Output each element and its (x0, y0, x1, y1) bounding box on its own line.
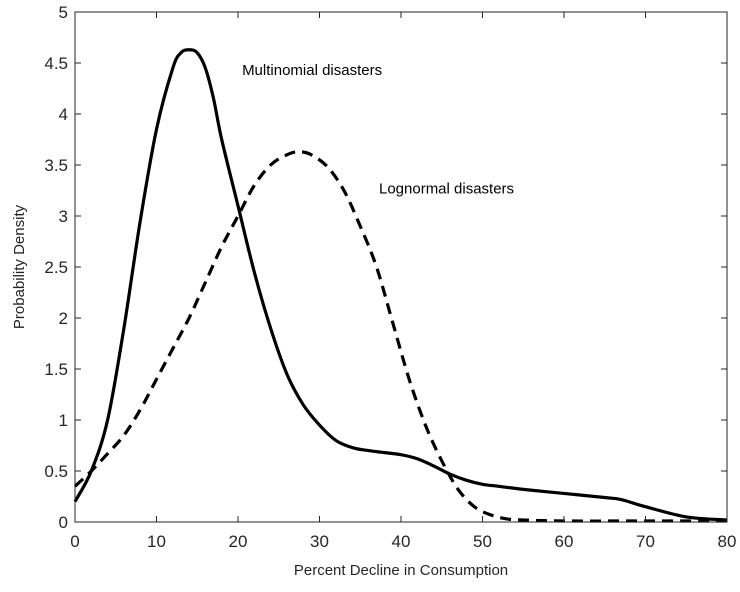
x-tick-label: 10 (147, 532, 166, 551)
series-line-multinomial-disasters (73, 48, 728, 522)
x-tick-label: 60 (555, 532, 574, 551)
y-tick-label: 0.5 (44, 462, 68, 481)
y-tick-label: 4 (59, 105, 68, 124)
x-tick-label: 30 (310, 532, 329, 551)
plot-frame (74, 11, 728, 523)
series-annotation: Multinomial disasters (242, 62, 382, 79)
series-line-lognormal-disasters (73, 150, 727, 523)
y-tick-label: 2.5 (44, 258, 68, 277)
y-tick-label: 3 (59, 207, 68, 226)
y-tick-label: 5 (59, 3, 68, 22)
y-tick-label: 1.5 (44, 360, 68, 379)
x-tick-label: 20 (229, 532, 248, 551)
y-tick-label: 3.5 (44, 156, 68, 175)
x-tick-label: 0 (70, 532, 79, 551)
annotation-layer: Multinomial disasters Lognormal disasters (242, 62, 514, 197)
y-tick-label: 1 (59, 411, 68, 430)
y-tick-label: 4.5 (44, 54, 68, 73)
ticks-layer: 0 10 20 30 40 50 60 70 80 0 0.5 1 1.5 2 2.5 3 3.5 4 4.5 5 (44, 3, 736, 551)
x-tick-label: 50 (473, 532, 492, 551)
series-annotation: Lognormal disasters (379, 181, 514, 198)
x-tick-label: 40 (392, 532, 411, 551)
series-layer (73, 48, 728, 523)
x-tick-label: 80 (718, 532, 737, 551)
x-axis-label: Percent Decline in Consumption (294, 562, 508, 579)
y-tick-label: 2 (59, 309, 68, 328)
y-axis-label: Probability Density (11, 204, 28, 329)
x-tick-label: 70 (636, 532, 655, 551)
y-tick-label: 0 (59, 513, 68, 532)
